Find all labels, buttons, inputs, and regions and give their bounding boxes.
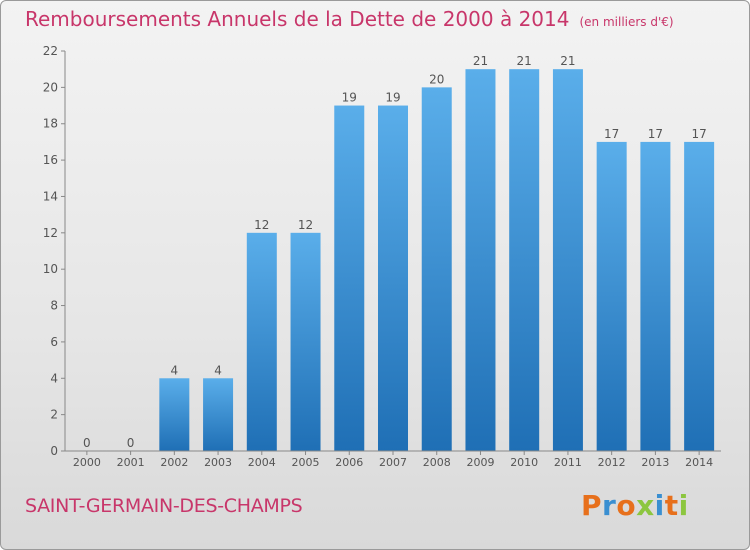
- bar: [640, 141, 671, 451]
- x-tick-label: 2005: [292, 456, 320, 469]
- y-tick-label: 12: [43, 226, 58, 240]
- x-tick-label: 2001: [117, 456, 145, 469]
- bar-value-label: 21: [560, 54, 575, 68]
- y-tick-label: 2: [50, 408, 58, 422]
- logo-letter: x: [636, 489, 655, 522]
- bar: [596, 141, 627, 451]
- x-tick-label: 2000: [73, 456, 101, 469]
- logo-letter: P: [581, 489, 603, 522]
- bar-value-label: 19: [385, 91, 400, 105]
- x-tick-label: 2008: [423, 456, 451, 469]
- x-tick-label: 2009: [466, 456, 494, 469]
- bar: [290, 232, 321, 451]
- y-tick-label: 6: [50, 335, 58, 349]
- x-tick-label: 2013: [641, 456, 669, 469]
- bar: [159, 378, 190, 451]
- x-tick-label: 2004: [248, 456, 276, 469]
- y-tick-label: 0: [50, 444, 58, 458]
- bar-value-label: 21: [517, 54, 532, 68]
- bar-value-label: 20: [429, 72, 444, 86]
- title-unit: (en milliers d'€): [579, 15, 674, 29]
- bar: [203, 378, 234, 451]
- x-tick-label: 2006: [335, 456, 363, 469]
- bar: [684, 141, 715, 451]
- x-tick-label: 2002: [160, 456, 188, 469]
- logo-letter: t: [664, 489, 679, 522]
- bar: [552, 69, 583, 451]
- commune-name: SAINT-GERMAIN-DES-CHAMPS: [25, 495, 303, 517]
- logo-letter: r: [602, 489, 617, 522]
- bar-value-label: 17: [691, 127, 706, 141]
- y-tick-label: 14: [43, 189, 58, 203]
- logo-letter: i: [654, 489, 665, 522]
- y-tick-label: 8: [50, 299, 58, 313]
- bar: [246, 232, 277, 451]
- bar-value-label: 4: [171, 363, 179, 377]
- bar-value-label: 21: [473, 54, 488, 68]
- bar-value-label: 4: [214, 363, 222, 377]
- y-tick-label: 10: [43, 262, 58, 276]
- logo-letter: o: [616, 489, 637, 522]
- y-tick-label: 22: [43, 44, 58, 58]
- bar-value-label: 12: [254, 218, 269, 232]
- bar: [334, 105, 365, 451]
- x-tick-label: 2003: [204, 456, 232, 469]
- y-tick-label: 18: [43, 117, 58, 131]
- x-tick-label: 2007: [379, 456, 407, 469]
- x-tick-label: 2011: [554, 456, 582, 469]
- title-text: Remboursements Annuels de la Dette de 20…: [25, 7, 570, 31]
- logo-letter: i: [678, 489, 689, 522]
- chart-title: Remboursements Annuels de la Dette de 20…: [25, 7, 674, 31]
- bar-value-label: 19: [342, 91, 357, 105]
- y-tick-label: 4: [50, 371, 58, 385]
- proxiti-logo[interactable]: Proxiti: [581, 489, 689, 522]
- x-tick-label: 2010: [510, 456, 538, 469]
- y-tick-label: 20: [43, 80, 58, 94]
- x-tick-label: 2014: [685, 456, 713, 469]
- x-tick-label: 2012: [598, 456, 626, 469]
- bar-value-label: 0: [83, 436, 91, 450]
- bar-value-label: 17: [604, 127, 619, 141]
- bar: [465, 69, 496, 451]
- bar-value-label: 0: [127, 436, 135, 450]
- bar: [509, 69, 540, 451]
- bar-value-label: 17: [648, 127, 663, 141]
- y-tick-label: 16: [43, 153, 58, 167]
- bar: [378, 105, 408, 451]
- bar-value-label: 12: [298, 218, 313, 232]
- bar: [421, 87, 452, 451]
